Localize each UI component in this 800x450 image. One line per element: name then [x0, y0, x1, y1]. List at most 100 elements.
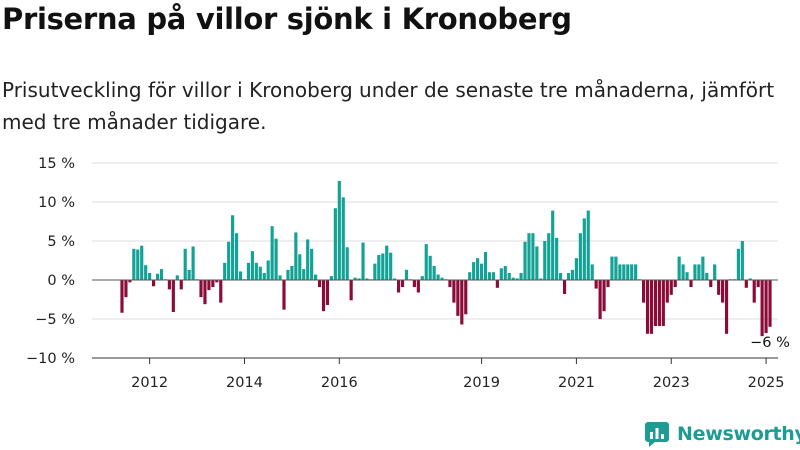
bar	[748, 278, 752, 280]
bar	[598, 280, 602, 319]
bar	[519, 272, 523, 280]
bar	[306, 239, 310, 280]
bar	[515, 278, 519, 280]
bar	[657, 280, 661, 327]
bar	[325, 280, 330, 305]
bar	[590, 264, 594, 280]
bar	[578, 233, 582, 280]
bar	[187, 269, 191, 280]
bar	[310, 248, 314, 280]
bar	[227, 241, 231, 280]
chart-subtitle: Prisutveckling för villor i Kronoberg un…	[2, 78, 775, 134]
bar	[689, 280, 693, 288]
bar	[191, 246, 195, 280]
bar	[476, 258, 480, 280]
x-axis: 2012 2014 2016 2019 2021 2023 2025	[92, 279, 785, 391]
bar	[373, 263, 377, 280]
bar	[404, 269, 409, 280]
bar	[764, 280, 768, 334]
bar	[645, 280, 650, 334]
bar	[479, 263, 484, 280]
bar	[582, 218, 586, 280]
bar	[294, 232, 298, 280]
bar	[183, 248, 187, 280]
bar	[653, 280, 658, 327]
bar	[697, 264, 701, 280]
last-value-label: −6 %	[750, 335, 790, 351]
bar	[345, 247, 349, 280]
bar	[555, 237, 559, 280]
bar	[709, 280, 713, 288]
bar	[393, 278, 397, 280]
bar	[428, 255, 432, 280]
bar	[215, 280, 219, 283]
bar	[594, 280, 598, 289]
y-tick-label: 0 %	[47, 273, 75, 289]
brand-name: Newsworthy	[677, 423, 800, 445]
bar	[717, 280, 721, 295]
bar	[681, 264, 685, 280]
bar	[246, 262, 250, 280]
bar	[238, 271, 243, 280]
bar	[649, 280, 654, 334]
grid-lines	[92, 162, 778, 359]
bar-series	[120, 180, 772, 337]
bar	[677, 256, 681, 280]
bar	[286, 269, 290, 280]
bar	[618, 264, 622, 280]
bar	[361, 242, 365, 280]
bar	[669, 280, 673, 295]
bar	[171, 280, 175, 312]
bar	[159, 269, 164, 280]
bar	[452, 280, 456, 303]
bar	[400, 280, 405, 288]
y-tick-label: −5 %	[35, 312, 75, 328]
bar	[416, 280, 420, 293]
bar	[412, 280, 416, 288]
bar	[570, 269, 575, 280]
bar	[353, 277, 357, 280]
x-tick-label: 2014	[226, 375, 263, 391]
bar	[507, 272, 511, 280]
bar	[760, 280, 764, 337]
bar	[349, 280, 353, 301]
bar	[314, 274, 318, 280]
bar	[234, 233, 239, 280]
bar	[250, 251, 254, 280]
bar	[203, 280, 207, 305]
bar	[223, 262, 227, 280]
x-tick-label: 2025	[748, 375, 785, 391]
bar	[231, 215, 235, 280]
bar	[495, 280, 499, 288]
bar	[448, 280, 452, 288]
bar	[144, 265, 148, 280]
bar	[175, 275, 179, 280]
bar	[551, 210, 555, 280]
bar	[693, 264, 697, 280]
bar	[483, 251, 488, 280]
bar	[385, 245, 389, 280]
bar	[614, 256, 618, 280]
bar	[661, 280, 665, 327]
bar	[535, 246, 539, 280]
data-labels: −6 %	[750, 335, 790, 351]
bar	[468, 272, 472, 280]
bar	[381, 253, 385, 280]
bar	[321, 280, 326, 312]
bar	[456, 280, 460, 316]
x-tick-label: 2012	[131, 375, 168, 391]
bar	[705, 272, 709, 280]
bar	[642, 280, 646, 303]
bar	[132, 248, 136, 280]
bar	[630, 264, 634, 280]
bar	[460, 280, 464, 325]
bar	[262, 272, 266, 280]
bar	[547, 233, 551, 280]
bar	[464, 280, 468, 315]
bar	[341, 197, 345, 280]
bar	[440, 277, 444, 280]
bar-chart-speech-bubble-icon	[645, 422, 669, 447]
bar	[721, 280, 725, 303]
bar	[559, 272, 563, 280]
bar	[420, 276, 424, 280]
